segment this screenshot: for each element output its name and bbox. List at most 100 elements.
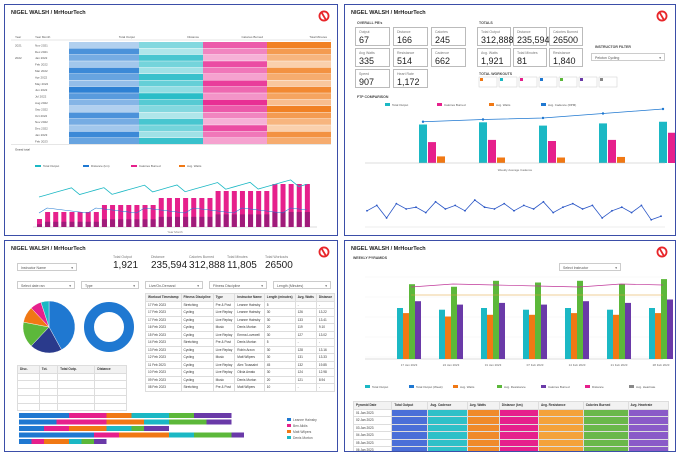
pb-value: 1,172 bbox=[397, 77, 420, 87]
pyramid-bar bbox=[661, 279, 667, 359]
total-value: 235,594 bbox=[517, 35, 550, 45]
heat-cell bbox=[139, 74, 203, 80]
legend-label: Total Output bbox=[372, 385, 388, 389]
filter-label: Live/On-Demand bbox=[149, 284, 176, 288]
table-row[interactable] bbox=[17, 402, 127, 411]
cadence-point bbox=[640, 204, 643, 207]
heat-cell bbox=[69, 118, 139, 125]
bar bbox=[191, 198, 197, 227]
table-row[interactable]: 13 Feb 2023 Cycling Live Replay Robin Arzon… bbox=[145, 345, 336, 354]
month-label: Jan 2023 bbox=[35, 133, 48, 137]
pyramid-bar bbox=[619, 284, 625, 359]
month-label: Jan 2022 bbox=[35, 56, 48, 60]
filter-dropdown[interactable]: Fitness Discipline ▾ bbox=[209, 281, 267, 289]
pb-value: 335 bbox=[359, 56, 375, 66]
heat-cell bbox=[69, 131, 139, 138]
heat-cell bbox=[203, 61, 267, 68]
table-cell bbox=[538, 416, 584, 425]
workout-swatch bbox=[500, 78, 503, 81]
bar-segment bbox=[256, 214, 262, 227]
peloton-logo-icon bbox=[317, 9, 331, 23]
bar bbox=[199, 198, 205, 227]
heat-cell bbox=[203, 125, 267, 132]
heat-cell bbox=[69, 106, 139, 112]
month-label: Jun 2022 bbox=[35, 88, 48, 92]
column-header[interactable]: Distance (km) bbox=[498, 401, 540, 410]
table-cell bbox=[391, 431, 429, 440]
pb-card: Calories 245 bbox=[431, 27, 466, 46]
stat-value: 235,594 bbox=[151, 260, 188, 271]
column-header[interactable]: Pyramid Date bbox=[352, 401, 393, 410]
table-row[interactable]: 06 Jan 2023 bbox=[352, 446, 670, 451]
bar bbox=[142, 205, 148, 227]
table-row[interactable]: 03 Jan 2023 bbox=[352, 423, 670, 432]
bar bbox=[45, 212, 51, 227]
bar-segment bbox=[85, 221, 91, 227]
total-card: Resistance 1,840 bbox=[549, 48, 583, 67]
filter-dropdown[interactable]: Select date ran ▾ bbox=[17, 281, 75, 289]
column-header[interactable]: Avg. Resistance bbox=[538, 401, 584, 410]
filter-dropdown[interactable]: Length (Minutes) ▾ bbox=[273, 281, 331, 289]
table-header: Total Output bbox=[119, 35, 135, 39]
total-label: Avg. Watts bbox=[481, 51, 498, 55]
legend-swatch bbox=[541, 385, 546, 388]
column-header[interactable]: Avg. Cadence bbox=[427, 401, 468, 410]
cadence-point bbox=[503, 202, 506, 205]
filter-dropdown[interactable]: Live/On-Demand ▾ bbox=[145, 281, 203, 289]
column-header[interactable]: Total Output bbox=[391, 401, 429, 410]
ftp-point bbox=[601, 112, 605, 115]
pyramid-bar bbox=[493, 280, 499, 359]
pyramid-bar bbox=[577, 280, 583, 359]
table-row[interactable]: 17 Feb 2023 Cycling Live Replay Leanne Hain… bbox=[145, 315, 336, 324]
table-row[interactable]: 08 Feb 2023 Stretching Pre & Post Matt Wilp… bbox=[145, 383, 336, 392]
table-row[interactable]: 02 Jan 2023 bbox=[352, 416, 670, 425]
total-label: Total Minutes bbox=[517, 51, 538, 55]
ftp-bar bbox=[659, 121, 667, 163]
bar-segment bbox=[248, 214, 254, 227]
bar-segment bbox=[296, 211, 302, 227]
workout-card bbox=[578, 76, 598, 88]
cadence-point bbox=[581, 208, 584, 210]
legend-label: Calories Burned bbox=[548, 385, 570, 389]
pb-card: Cadence 662 bbox=[431, 48, 466, 67]
legend-swatch bbox=[287, 436, 291, 439]
legend-swatch bbox=[629, 385, 634, 388]
table-cell bbox=[427, 438, 468, 447]
instructor-filter-select[interactable]: Peloton Cycling ▾ bbox=[591, 53, 665, 61]
instructor-select[interactable]: Select Instructor ▾ bbox=[559, 263, 621, 271]
ftp-point bbox=[481, 118, 485, 121]
heat-cell bbox=[267, 86, 331, 93]
filter-label: Select date ran bbox=[21, 284, 45, 288]
column-header[interactable]: Avg. Watts bbox=[466, 401, 500, 410]
pyramid-bar bbox=[409, 284, 415, 359]
pb-value: 166 bbox=[397, 35, 413, 45]
heat-cell bbox=[139, 48, 203, 55]
column-header[interactable]: Avg. Heartrate bbox=[627, 401, 670, 410]
table-cell bbox=[582, 431, 629, 440]
table-row[interactable]: 05 Jan 2023 bbox=[352, 438, 670, 447]
legend-swatch bbox=[287, 430, 291, 433]
table-row[interactable]: 04 Jan 2023 bbox=[352, 431, 670, 440]
table-cell bbox=[427, 408, 468, 417]
discipline-table: Disc. Tot. Total Outp. Distance bbox=[17, 365, 127, 411]
heat-cell bbox=[267, 112, 331, 119]
ftp-bar bbox=[557, 157, 565, 163]
bar bbox=[288, 184, 294, 227]
workout-swatch bbox=[480, 78, 483, 81]
cadence-point bbox=[542, 200, 545, 203]
instructor-legend: Leanne Hainsby Ben Alldis Matt Wilpers Deni… bbox=[287, 417, 317, 441]
dashboard-title: NIGEL WALSH / MrHourTech bbox=[351, 246, 426, 252]
bar-segment bbox=[166, 216, 172, 227]
table-row[interactable]: 01 Jan 2023 bbox=[352, 408, 670, 417]
table-row[interactable]: 14 Feb 2023 Stretching Pre & Post Denis Mor… bbox=[145, 338, 336, 347]
ftp-line bbox=[422, 108, 664, 123]
total-card: Total Output 312,888 bbox=[477, 27, 514, 46]
donut-hole bbox=[97, 315, 121, 339]
x-tick-label: 07 Feb 2023 bbox=[527, 363, 544, 367]
stat-card: Total Minutes 11,805 bbox=[227, 255, 257, 271]
column-header[interactable]: Calories Burned bbox=[582, 401, 629, 410]
filter-dropdown[interactable]: Type ▾ bbox=[81, 281, 139, 289]
table-cell bbox=[391, 446, 429, 451]
instructor-name-filter[interactable]: Instructor Name ▾ bbox=[17, 263, 77, 271]
table-cell bbox=[627, 408, 670, 417]
